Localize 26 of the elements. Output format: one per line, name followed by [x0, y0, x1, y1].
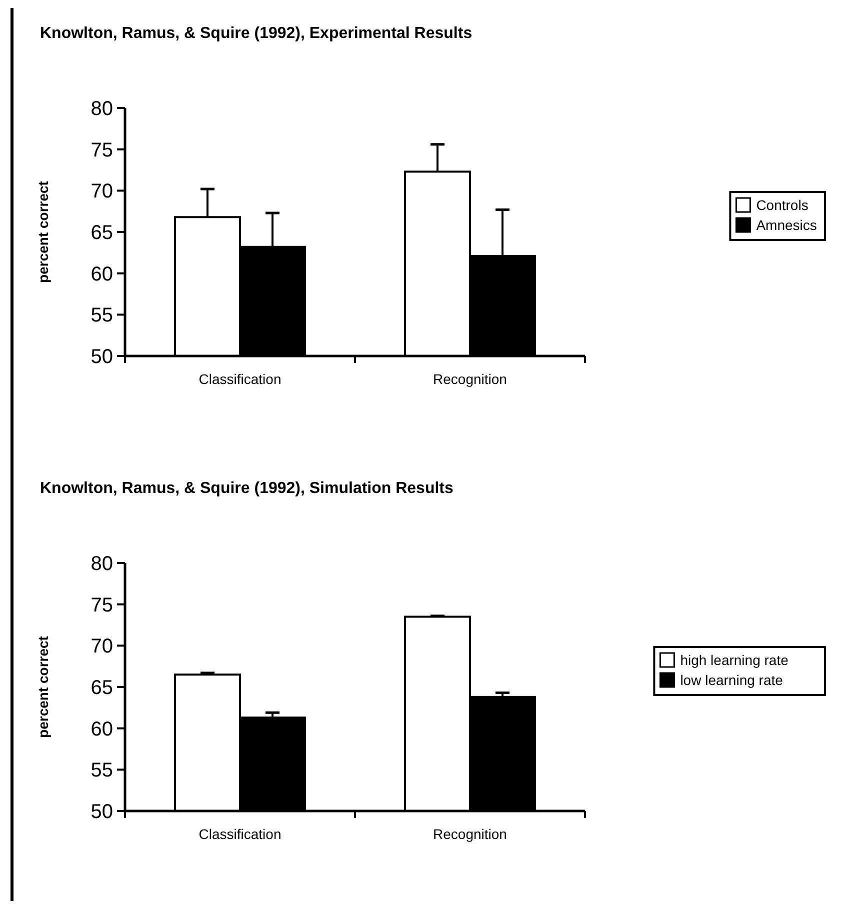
y-tick-label: 70 [90, 636, 113, 658]
x-tick-label: Classification [198, 371, 282, 387]
y-tick-label: 70 [90, 180, 113, 203]
legend-label: low learning rate [680, 672, 784, 688]
y-tick-label: 75 [90, 139, 113, 162]
x-tick-label: Recognition [433, 371, 507, 387]
y-tick-label: 50 [90, 801, 113, 823]
x-tick-label: Recognition [433, 826, 507, 842]
y-tick-label: 75 [90, 594, 113, 616]
y-tick-label: 50 [90, 346, 113, 368]
y-axis-title: percent correct [35, 180, 51, 283]
y-tick-label: 80 [90, 553, 113, 575]
x-tick-label: Classification [198, 826, 282, 842]
y-tick-label: 60 [90, 718, 113, 740]
y-tick-label: 65 [90, 677, 113, 699]
y-tick-label: 60 [90, 263, 113, 286]
y-tick-label: 65 [90, 222, 113, 244]
y-tick-label: 55 [90, 304, 113, 327]
chart-title: Knowlton, Ramus, & Squire (1992), Experimental Results [40, 25, 472, 42]
legend-label: Controls [756, 196, 808, 213]
legend-label: Amnesics [756, 216, 817, 233]
y-tick-label: 55 [90, 760, 113, 782]
legend-label: high learning rate [680, 652, 789, 668]
y-tick-label: 80 [90, 98, 113, 120]
chart-title: Knowlton, Ramus, & Squire (1992), Simulation Results [40, 480, 454, 497]
y-axis-title: percent correct [35, 636, 51, 738]
